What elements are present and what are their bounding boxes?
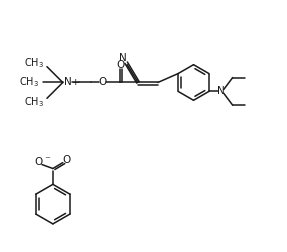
Text: +: +	[71, 78, 78, 86]
Text: O: O	[116, 60, 124, 70]
Text: CH$_3$: CH$_3$	[19, 76, 39, 89]
Text: O: O	[63, 155, 71, 165]
Text: N: N	[64, 77, 71, 87]
Text: N: N	[119, 53, 127, 63]
Text: CH$_3$: CH$_3$	[24, 95, 44, 109]
Text: O: O	[98, 77, 106, 87]
Text: ⁻: ⁻	[44, 156, 50, 166]
Text: O: O	[34, 156, 42, 167]
Text: CH$_3$: CH$_3$	[24, 56, 44, 70]
Text: N: N	[217, 86, 225, 96]
